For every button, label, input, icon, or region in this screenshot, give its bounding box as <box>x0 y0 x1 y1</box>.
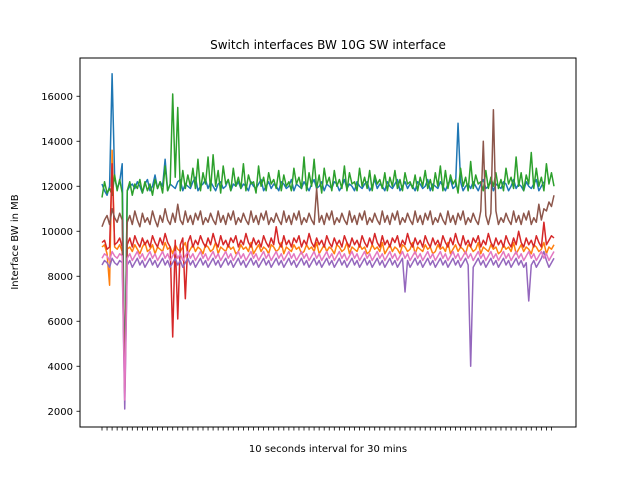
chart-title: Switch interfaces BW 10G SW interface <box>210 38 446 52</box>
y-tick-label-6000: 6000 <box>48 317 73 328</box>
x-axis-title: 10 seconds interval for 30 mins <box>249 444 407 455</box>
series-line-2 <box>101 149 555 390</box>
y-tick-label-8000: 8000 <box>48 272 73 283</box>
y-tick-label-2000: 2000 <box>48 407 73 418</box>
series-line-4 <box>101 163 555 388</box>
x-axis <box>101 427 552 431</box>
plot-frame <box>79 57 577 428</box>
series-line-6 <box>101 109 555 394</box>
y-tick-label-4000: 4000 <box>48 362 73 373</box>
y-axis: 2000 4000 6000 8000 10000 12000 14000 16000 <box>41 92 80 418</box>
series-line-7 <box>101 250 555 401</box>
y-tick-label-14000: 14000 <box>41 137 73 148</box>
series-layer <box>101 73 555 410</box>
y-tick-label-12000: 12000 <box>41 182 73 193</box>
y-tick-label-16000: 16000 <box>41 92 73 103</box>
y-tick-label-10000: 10000 <box>41 227 73 238</box>
y-axis-title: Interface BW in MB <box>10 194 21 289</box>
series-line-3 <box>101 93 555 390</box>
series-line-5 <box>101 250 555 410</box>
